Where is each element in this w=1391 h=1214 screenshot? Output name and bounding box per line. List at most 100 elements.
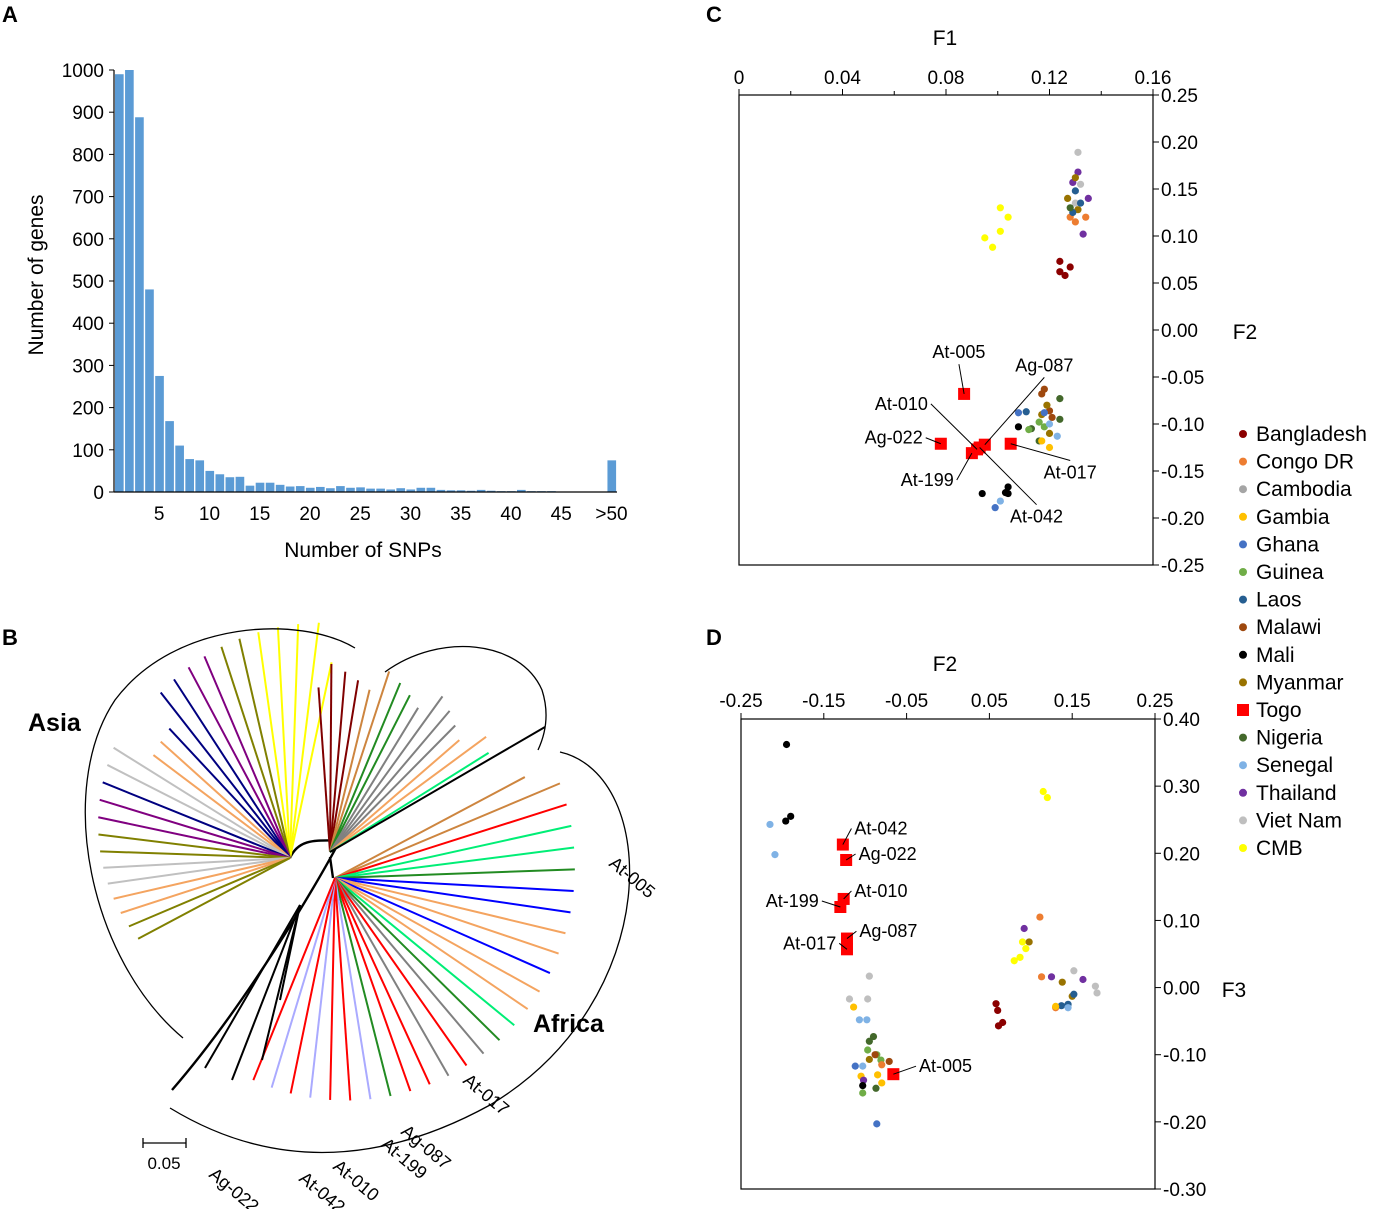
- y-tick-label: 800: [72, 145, 104, 166]
- bar-1: [115, 74, 124, 492]
- bar-2: [125, 70, 134, 492]
- point-laos: [1023, 408, 1030, 415]
- point-viet-nam: [1070, 967, 1077, 974]
- point-label-at-042: At-042: [1010, 507, 1063, 527]
- x-tick-label: 0.04: [824, 68, 861, 89]
- point-viet-nam: [846, 995, 853, 1002]
- point-viet-nam: [864, 995, 871, 1002]
- x-tick-label: 0.15: [1054, 691, 1091, 712]
- mixed-branch: [330, 708, 418, 852]
- point-congo-dr: [1082, 214, 1089, 221]
- point-thailand: [1079, 976, 1086, 983]
- point-thailand: [1085, 195, 1092, 202]
- panel-letter-c: C: [706, 2, 722, 27]
- bar-25: [356, 487, 365, 492]
- histogram-x-label: Number of SNPs: [284, 539, 442, 562]
- point-myanmar: [1043, 402, 1050, 409]
- point-thailand: [1080, 231, 1087, 238]
- point-gambia: [1038, 437, 1045, 444]
- x-tick-label: 30: [400, 504, 421, 525]
- africa-branch: [335, 878, 370, 1099]
- panel-letter-b: B: [2, 625, 18, 650]
- point-nigeria: [1056, 395, 1063, 402]
- label-leader: [1011, 444, 1071, 461]
- africa-branch: [335, 878, 430, 1084]
- y-tick-label: -0.20: [1161, 509, 1204, 530]
- point-laos: [1077, 200, 1084, 207]
- legend-marker-nigeria: [1239, 734, 1247, 742]
- point-bangladesh: [992, 1000, 999, 1007]
- point-senegal: [863, 1016, 870, 1023]
- point-label-at-017: At-017: [1044, 463, 1097, 483]
- point-mali: [783, 741, 790, 748]
- x-tick-label: 35: [450, 504, 471, 525]
- point-thailand: [1048, 973, 1055, 980]
- point-mali: [1005, 490, 1012, 497]
- point-viet-nam: [1092, 983, 1099, 990]
- x-tick-label: >50: [595, 504, 627, 525]
- x-tick-label: 40: [500, 504, 521, 525]
- y-tick-label: -0.05: [1161, 368, 1204, 389]
- point-laos: [1072, 187, 1079, 194]
- x-tick-label: -0.05: [885, 691, 928, 712]
- mixed-branch: [330, 664, 331, 852]
- point-viet-nam: [1074, 149, 1081, 156]
- f2-axis-label-d: F2: [933, 653, 958, 676]
- y-tick-label: 300: [72, 356, 104, 377]
- point-congo-dr: [1072, 218, 1079, 225]
- x-tick-label: 5: [154, 504, 165, 525]
- legend-label-viet-nam: Viet Nam: [1256, 809, 1342, 832]
- point-ghana: [852, 1063, 859, 1070]
- phylogenetic-tree-panel: 0.05 Asia Africa At-005 At-017 Ag-087 At…: [28, 623, 659, 1209]
- outgroup-branch: [280, 905, 300, 1000]
- point-senegal: [997, 497, 1004, 504]
- legend-label-senegal: Senegal: [1256, 754, 1333, 777]
- point-malawi: [886, 1058, 893, 1065]
- point-ghana: [1041, 409, 1048, 416]
- legend-marker-myanmar: [1239, 678, 1247, 686]
- y-tick-label: -0.15: [1161, 462, 1204, 483]
- point-bangladesh: [1067, 263, 1074, 270]
- point-label-at-005: At-005: [932, 342, 985, 362]
- point-senegal: [1054, 433, 1061, 440]
- point-senegal: [859, 1063, 866, 1070]
- africa-branch: [335, 878, 448, 1076]
- legend-label-thailand: Thailand: [1256, 782, 1337, 805]
- africa-branch: [335, 878, 540, 992]
- bar-4: [145, 289, 154, 492]
- africa-branch: [335, 878, 574, 891]
- legend-label-cambodia: Cambodia: [1256, 478, 1352, 501]
- point-label-ag-087: Ag-087: [859, 921, 917, 941]
- f3-axis-ticks: 0.400.300.200.100.00-0.10-0.20-0.30: [1155, 710, 1206, 1201]
- bar-13: [236, 477, 245, 492]
- point-nigeria: [1056, 416, 1063, 423]
- y-tick-label: 100: [72, 441, 104, 462]
- y-tick-label: 0.20: [1163, 844, 1200, 865]
- legend-marker-bangladesh: [1239, 430, 1247, 438]
- bar-21: [316, 487, 325, 492]
- y-tick-label: -0.20: [1163, 1113, 1206, 1134]
- point-bangladesh: [995, 1022, 1002, 1029]
- bar-9: [195, 460, 204, 492]
- legend-marker-guinea: [1239, 568, 1247, 576]
- point-viet-nam: [1093, 989, 1100, 996]
- pca-f1-f2-frame: [739, 95, 1153, 565]
- point-laos: [1070, 991, 1077, 998]
- point-congo-dr: [1036, 913, 1043, 920]
- bar-23: [336, 486, 345, 492]
- legend-label-malawi: Malawi: [1256, 616, 1321, 639]
- point-cmb: [997, 228, 1004, 235]
- f1-axis-label: F1: [933, 27, 958, 50]
- legend-marker-viet-nam: [1239, 816, 1247, 824]
- f2-axis-label: F2: [1233, 321, 1258, 344]
- point-bangladesh: [1061, 272, 1068, 279]
- point-label-at-017: At-017: [783, 933, 836, 953]
- legend-marker-congo-dr: [1239, 458, 1247, 466]
- point-mali: [859, 1082, 866, 1089]
- point-guinea: [859, 1089, 866, 1096]
- point-cmb: [981, 234, 988, 241]
- point-mali: [782, 817, 789, 824]
- point-gambia: [878, 1079, 885, 1086]
